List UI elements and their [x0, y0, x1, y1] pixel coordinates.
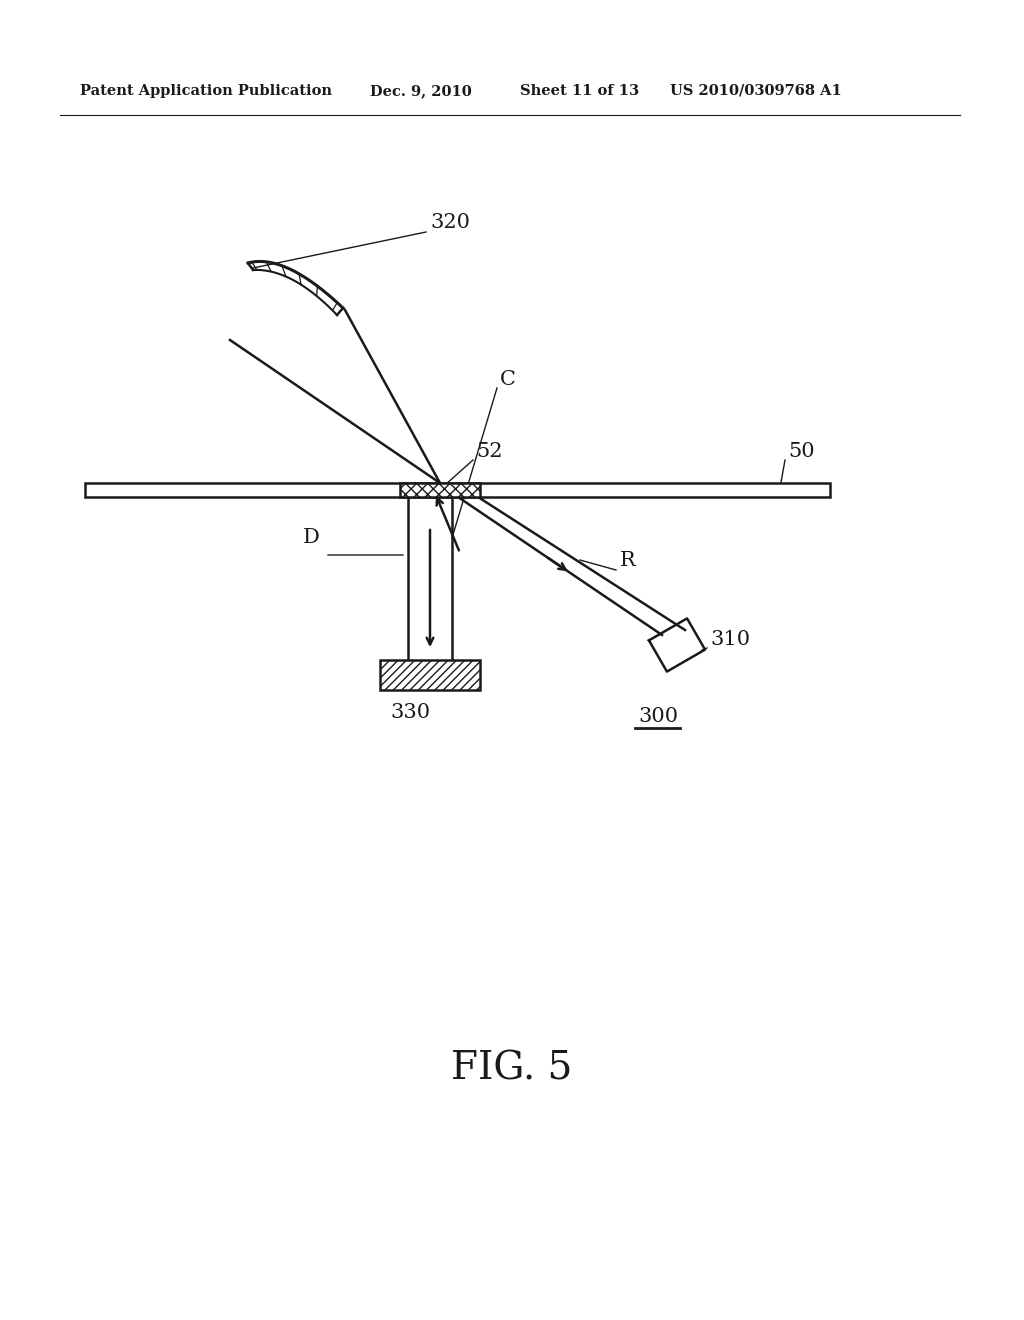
Text: D: D [303, 528, 319, 546]
Text: FIG. 5: FIG. 5 [452, 1051, 572, 1088]
Text: 320: 320 [430, 213, 470, 232]
Text: 300: 300 [638, 708, 678, 726]
Text: Dec. 9, 2010: Dec. 9, 2010 [370, 84, 472, 98]
Text: 52: 52 [476, 442, 503, 461]
Text: Sheet 11 of 13: Sheet 11 of 13 [520, 84, 639, 98]
Bar [400, 483, 480, 498]
Bar [380, 660, 480, 690]
Text: 50: 50 [788, 442, 815, 461]
Text: C: C [500, 370, 516, 389]
Text: Patent Application Publication: Patent Application Publication [80, 84, 332, 98]
Text: R: R [620, 550, 636, 570]
Text: 330: 330 [390, 704, 430, 722]
Text: 310: 310 [710, 630, 751, 649]
Text: US 2010/0309768 A1: US 2010/0309768 A1 [670, 84, 842, 98]
Bar [85, 483, 830, 498]
